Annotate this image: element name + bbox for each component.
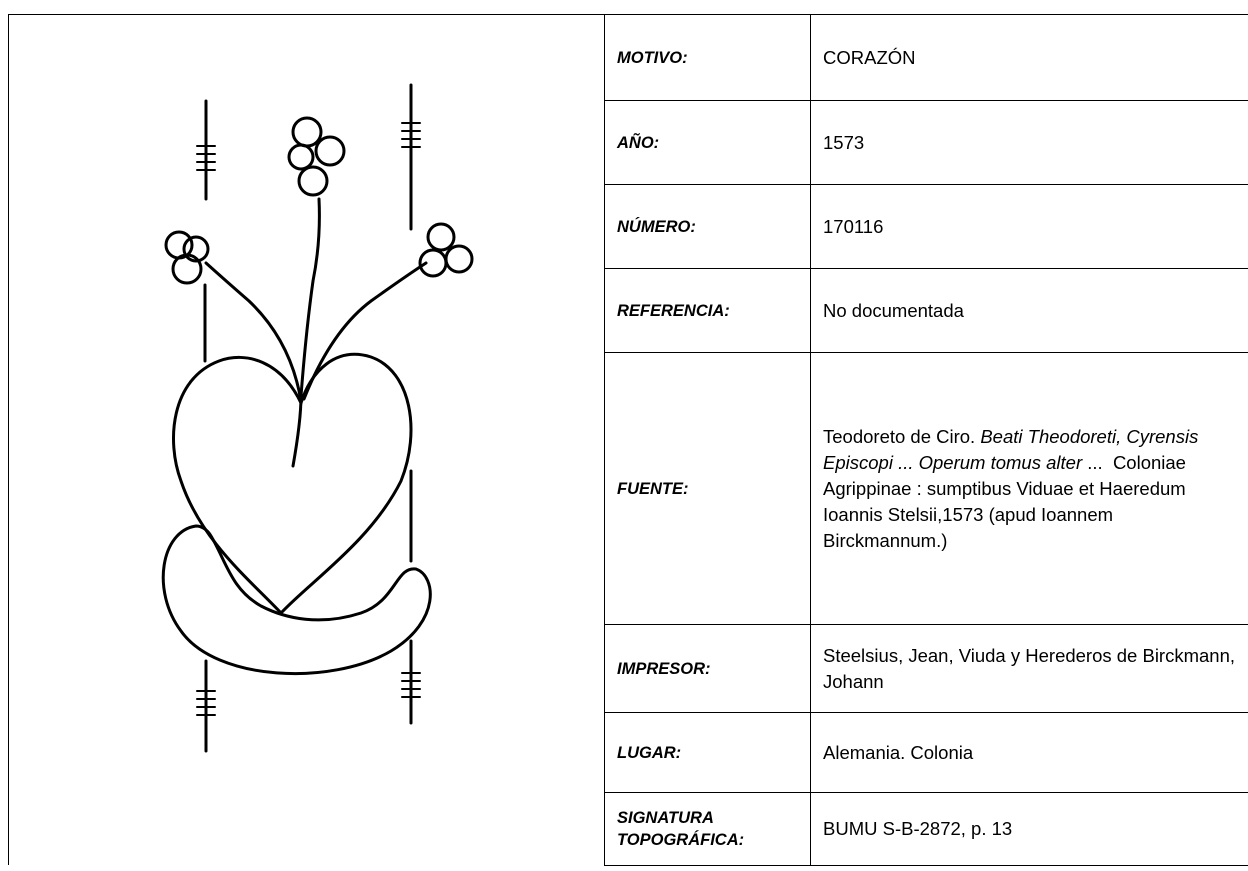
field-value: Teodoreto de Ciro. Beati Theodoreti, Cyr… xyxy=(811,353,1248,625)
value-run: Teodoreto de Ciro. xyxy=(823,426,980,447)
field-label: NÚMERO: xyxy=(605,185,811,269)
field-value: CORAZÓN xyxy=(811,15,1248,101)
field-value: No documentada xyxy=(811,269,1248,353)
field-label: IMPRESOR: xyxy=(605,625,811,713)
field-value: 1573 xyxy=(811,101,1248,185)
field-label: AÑO: xyxy=(605,101,811,185)
field-value: 170116 xyxy=(811,185,1248,269)
field-label: MOTIVO: xyxy=(605,15,811,101)
record-row: IMPRESOR:Steelsius, Jean, Viuda y Herede… xyxy=(605,625,1248,713)
field-label: SIGNATURA TOPOGRÁFICA: xyxy=(605,793,811,866)
field-value: Steelsius, Jean, Viuda y Herederos de Bi… xyxy=(811,625,1248,713)
record-row: SIGNATURA TOPOGRÁFICA:BUMU S-B-2872, p. … xyxy=(605,793,1248,866)
record-row: REFERENCIA:No documentada xyxy=(605,269,1248,353)
field-label: REFERENCIA: xyxy=(605,269,811,353)
field-value: BUMU S-B-2872, p. 13 xyxy=(811,793,1248,866)
record-row: NÚMERO:170116 xyxy=(605,185,1248,269)
record-row: FUENTE:Teodoreto de Ciro. Beati Theodore… xyxy=(605,353,1248,625)
record-row: MOTIVO:CORAZÓN xyxy=(605,15,1248,101)
field-value: Alemania. Colonia xyxy=(811,713,1248,793)
record-row: AÑO:1573 xyxy=(605,101,1248,185)
watermark-panel xyxy=(8,14,604,865)
record-row: LUGAR:Alemania. Colonia xyxy=(605,713,1248,793)
field-label: LUGAR: xyxy=(605,713,811,793)
field-label: FUENTE: xyxy=(605,353,811,625)
watermark-drawing xyxy=(9,15,605,866)
